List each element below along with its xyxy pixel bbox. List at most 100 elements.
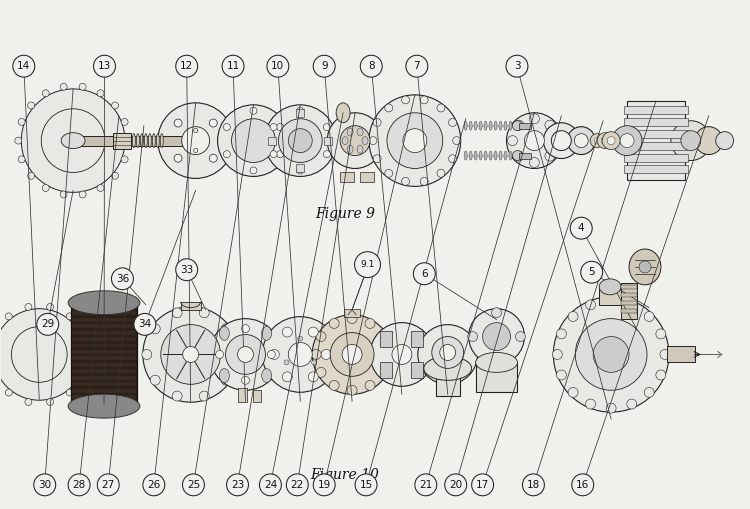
Ellipse shape <box>329 381 339 390</box>
Ellipse shape <box>329 319 339 328</box>
Ellipse shape <box>288 343 312 366</box>
Bar <box>621 301 637 305</box>
Bar <box>360 173 374 182</box>
Bar <box>268 136 276 145</box>
Text: Figure 10: Figure 10 <box>310 468 380 482</box>
Ellipse shape <box>401 177 410 185</box>
Ellipse shape <box>342 136 348 145</box>
Ellipse shape <box>545 151 555 161</box>
Text: 10: 10 <box>272 61 284 71</box>
Ellipse shape <box>491 355 502 365</box>
Text: 33: 33 <box>180 265 194 275</box>
Circle shape <box>355 474 377 496</box>
Circle shape <box>134 314 156 335</box>
Ellipse shape <box>586 399 596 409</box>
Ellipse shape <box>545 120 555 130</box>
Ellipse shape <box>568 387 578 398</box>
Ellipse shape <box>484 121 487 130</box>
Ellipse shape <box>144 134 147 148</box>
Ellipse shape <box>316 367 326 377</box>
Ellipse shape <box>174 119 182 127</box>
Bar <box>520 153 532 158</box>
Ellipse shape <box>224 124 230 131</box>
Ellipse shape <box>148 134 152 148</box>
Ellipse shape <box>136 134 140 148</box>
Circle shape <box>472 474 494 496</box>
Circle shape <box>34 474 56 496</box>
Ellipse shape <box>620 134 634 148</box>
Circle shape <box>445 474 466 496</box>
Circle shape <box>176 259 198 280</box>
Ellipse shape <box>28 102 34 109</box>
Circle shape <box>415 474 436 496</box>
Bar <box>72 382 136 386</box>
Circle shape <box>572 474 594 496</box>
Bar <box>412 331 424 347</box>
Bar <box>476 362 518 392</box>
Bar <box>73 136 188 146</box>
Ellipse shape <box>209 319 281 390</box>
Circle shape <box>94 55 116 77</box>
Bar <box>72 344 136 348</box>
Text: O: O <box>193 148 198 154</box>
Bar <box>72 356 136 360</box>
Ellipse shape <box>468 331 478 342</box>
Circle shape <box>286 474 308 496</box>
Bar <box>599 287 621 305</box>
Ellipse shape <box>80 191 86 198</box>
Ellipse shape <box>489 121 492 130</box>
Bar <box>72 395 136 399</box>
Circle shape <box>260 474 281 496</box>
Ellipse shape <box>482 323 511 351</box>
Ellipse shape <box>504 121 507 130</box>
Ellipse shape <box>656 370 666 380</box>
Ellipse shape <box>172 391 182 401</box>
Ellipse shape <box>323 124 331 131</box>
Ellipse shape <box>28 173 34 179</box>
Ellipse shape <box>311 350 321 359</box>
Ellipse shape <box>378 367 388 377</box>
Ellipse shape <box>262 317 338 392</box>
Ellipse shape <box>606 403 616 413</box>
Ellipse shape <box>606 296 616 306</box>
Text: 13: 13 <box>98 61 111 71</box>
Ellipse shape <box>556 370 566 380</box>
Ellipse shape <box>369 136 377 145</box>
Text: 30: 30 <box>38 480 51 490</box>
Ellipse shape <box>479 151 482 160</box>
Circle shape <box>68 474 90 496</box>
Text: 4: 4 <box>578 223 584 233</box>
Ellipse shape <box>221 324 231 334</box>
Bar <box>624 142 688 150</box>
Ellipse shape <box>226 334 266 374</box>
Bar <box>624 118 688 126</box>
Ellipse shape <box>122 156 128 163</box>
Ellipse shape <box>512 151 523 160</box>
Ellipse shape <box>627 300 637 310</box>
Ellipse shape <box>530 157 539 167</box>
Bar <box>380 331 392 347</box>
Text: 29: 29 <box>41 319 54 329</box>
Ellipse shape <box>66 389 74 396</box>
Ellipse shape <box>484 151 487 160</box>
Ellipse shape <box>112 173 118 179</box>
Circle shape <box>580 261 603 283</box>
Ellipse shape <box>365 319 375 328</box>
Bar <box>621 283 637 319</box>
Ellipse shape <box>242 325 250 332</box>
Ellipse shape <box>568 312 578 322</box>
Ellipse shape <box>142 307 238 402</box>
Ellipse shape <box>385 169 393 177</box>
Ellipse shape <box>200 391 209 401</box>
Text: 21: 21 <box>419 480 433 490</box>
Ellipse shape <box>574 134 588 148</box>
Bar <box>181 302 201 309</box>
Ellipse shape <box>25 303 32 310</box>
Ellipse shape <box>392 345 412 364</box>
Ellipse shape <box>551 136 561 146</box>
Text: 9.1: 9.1 <box>360 260 375 269</box>
Bar <box>436 369 460 396</box>
Ellipse shape <box>174 154 182 162</box>
Ellipse shape <box>602 136 609 145</box>
Ellipse shape <box>80 372 87 379</box>
